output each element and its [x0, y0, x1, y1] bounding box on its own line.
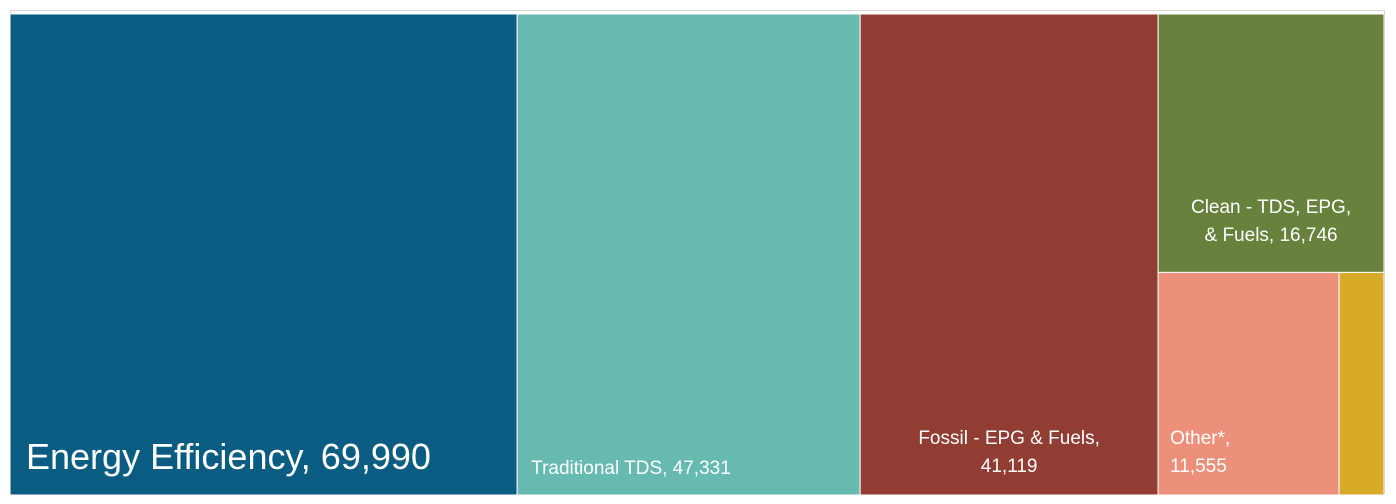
- treemap-label-clean-tds-epg-fuels-line-1: Clean - TDS, EPG,: [1191, 197, 1351, 218]
- treemap-tile-traditional-tds: [516, 14, 861, 495]
- treemap-tile-fossil-epg-fuels: [859, 14, 1159, 495]
- treemap-label-other-line-1: Other*,: [1170, 428, 1230, 449]
- treemap-tile-energy-efficiency: [10, 14, 518, 495]
- treemap-label-fossil-epg-fuels-line-2: 41,119: [981, 456, 1038, 477]
- treemap-label-fossil-epg-fuels-line-1: Fossil - EPG & Fuels,: [918, 428, 1100, 449]
- treemap-label-clean-tds-epg-fuels-line-2: & Fuels, 16,746: [1205, 225, 1338, 246]
- treemap-label-energy-efficiency-line-1: Energy Efficiency, 69,990: [26, 436, 431, 477]
- treemap-label-other-line-2: 11,555: [1170, 456, 1227, 477]
- treemap-tile-clean-tds-epg-fuels: [1157, 14, 1384, 273]
- treemap-label-traditional-tds-line-1: Traditional TDS, 47,331: [531, 458, 731, 479]
- treemap-tile-other: [1157, 271, 1340, 495]
- treemap-chart: Energy Efficiency, 69,990 Traditional TDS…: [10, 14, 1384, 495]
- treemap-tile-item-5: [1338, 271, 1384, 495]
